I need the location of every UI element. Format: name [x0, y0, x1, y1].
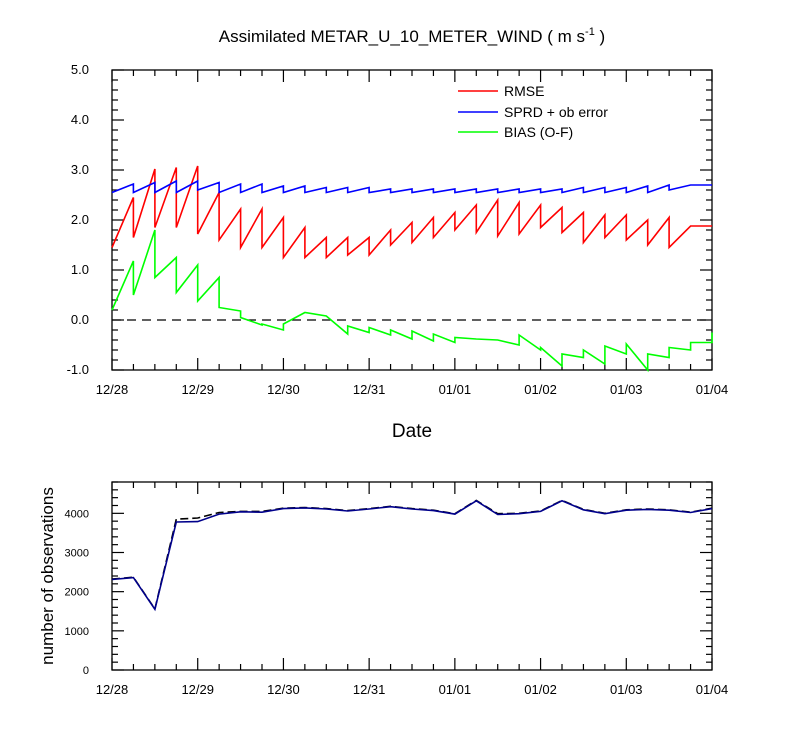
y-tick-label: 0 [83, 665, 89, 677]
legend-label-bias: BIAS (O-F) [504, 124, 573, 140]
rmse-spread-bias-plot: -1.00.01.02.03.04.05.0 12/28 12/29 12/30 12… [67, 62, 729, 442]
x-tick-label: 01/01 [439, 382, 472, 397]
x-tick-label: 01/01 [439, 682, 472, 697]
x-tick-label: 12/30 [267, 682, 300, 697]
series-line-observations-assimilated [111, 499, 713, 612]
x-tick-label: 12/28 [96, 382, 129, 397]
y-tick-label: 4000 [65, 508, 89, 520]
x-tick-label: 01/02 [524, 382, 557, 397]
x-tick-label: 01/02 [524, 682, 557, 697]
legend: RMSE SPRD + ob error BIAS (O-F) [458, 83, 608, 140]
y-tick-label: 3000 [65, 548, 89, 560]
y-tick-label: 0.0 [71, 312, 89, 327]
observation-count-plot: 0 1000 2000 3000 4000 12/28 12/29 12/30 12/31 01… [38, 481, 729, 697]
legend-label-rmse: RMSE [504, 83, 544, 99]
legend-item-spread: SPRD + ob error [458, 104, 608, 120]
top-x-tick-labels: 12/28 12/29 12/30 12/31 01/01 01/02 01/03 01/04 [96, 382, 729, 397]
x-tick-label: 12/30 [267, 382, 300, 397]
y-axis-label-observations: number of observations [38, 487, 57, 665]
y-tick-label: 2.0 [71, 212, 89, 227]
x-axis-label: Date [392, 421, 432, 442]
y-tick-label: 1.0 [71, 262, 89, 277]
legend-item-rmse: RMSE [458, 83, 544, 99]
y-tick-label: 3.0 [71, 162, 89, 177]
series-line-observations-possible [111, 499, 713, 611]
y-tick-label: 1000 [65, 626, 89, 638]
x-tick-label: 01/04 [696, 382, 729, 397]
x-tick-label: 12/29 [181, 382, 214, 397]
x-tick-label: 01/03 [610, 682, 643, 697]
x-tick-label: 12/29 [181, 682, 214, 697]
top-series-lines [111, 165, 713, 373]
x-tick-label: 12/28 [96, 682, 129, 697]
x-tick-label: 12/31 [353, 682, 386, 697]
bottom-x-tick-labels: 12/28 12/29 12/30 12/31 01/01 01/02 01/03 01/04 [96, 682, 729, 697]
top-y-tick-labels: -1.0 0.0 1.0 2.0 3.0 4.0 5.0 [67, 62, 89, 377]
y-tick-label: 2000 [65, 587, 89, 599]
legend-label-spread: SPRD + ob error [504, 104, 608, 120]
x-tick-label: 01/04 [696, 682, 729, 697]
chart-title: Assimilated METAR_U_10_METER_WIND ( m s-… [219, 26, 605, 46]
bottom-y-tick-labels: 0 1000 2000 3000 4000 [65, 508, 89, 677]
series-line-sprd-ob-error [111, 179, 712, 194]
y-tick-label: 5.0 [71, 62, 89, 77]
x-tick-label: 01/03 [610, 382, 643, 397]
series-line-bias-o-f [111, 229, 713, 373]
y-tick-label: 4.0 [71, 112, 89, 127]
x-tick-label: 12/31 [353, 382, 386, 397]
legend-item-bias: BIAS (O-F) [458, 124, 573, 140]
series-line-rmse [111, 165, 712, 260]
bottom-plot-ticks [111, 481, 713, 671]
y-tick-label: -1.0 [67, 362, 89, 377]
top-plot-ticks [111, 69, 713, 371]
bottom-series-lines [111, 499, 713, 612]
